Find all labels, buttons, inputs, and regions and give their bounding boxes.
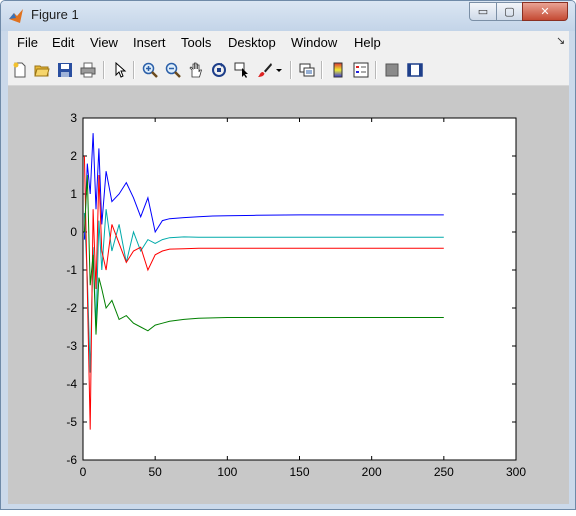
menu-dock-arrow-icon[interactable]: ↘ bbox=[556, 34, 566, 47]
toolbar-separator bbox=[103, 61, 105, 79]
minimize-button[interactable]: ▭ bbox=[469, 2, 497, 21]
maximize-button[interactable]: ▢ bbox=[496, 2, 523, 21]
menu-desktop[interactable]: Desktop bbox=[228, 35, 276, 50]
y-tick-label: -1 bbox=[66, 263, 77, 277]
y-tick-label: 2 bbox=[70, 149, 77, 163]
maximize-icon: ▢ bbox=[504, 5, 515, 18]
matlab-logo-icon bbox=[9, 9, 23, 23]
menu-insert[interactable]: Insert bbox=[133, 35, 166, 50]
toolbar-separator bbox=[133, 61, 135, 79]
y-tick-label: 1 bbox=[70, 187, 77, 201]
y-tick-label: -6 bbox=[66, 453, 77, 467]
new-figure-icon[interactable] bbox=[11, 61, 29, 79]
pan-hand-icon[interactable] bbox=[187, 61, 205, 79]
x-tick-label: 50 bbox=[148, 465, 162, 479]
colorbar-icon[interactable] bbox=[329, 61, 347, 79]
y-tick-label: -5 bbox=[66, 415, 77, 429]
figure-toolbar bbox=[8, 55, 569, 86]
title-bar[interactable]: Figure 1 ▭ ▢ ✕ bbox=[1, 1, 575, 31]
toolbar-separator bbox=[321, 61, 323, 79]
menu-tools[interactable]: Tools bbox=[181, 35, 212, 50]
save-icon[interactable] bbox=[56, 61, 74, 79]
zoom-in-icon[interactable] bbox=[141, 61, 159, 79]
show-plot-tools-icon[interactable] bbox=[406, 61, 424, 79]
x-tick-label: 100 bbox=[217, 465, 237, 479]
zoom-out-icon[interactable] bbox=[164, 61, 182, 79]
y-tick-label: 0 bbox=[70, 225, 77, 239]
window-title: Figure 1 bbox=[31, 7, 79, 22]
menu-file[interactable]: File bbox=[17, 35, 38, 50]
menu-view[interactable]: View bbox=[90, 35, 118, 50]
x-tick-label: 150 bbox=[289, 465, 309, 479]
x-tick-label: 200 bbox=[362, 465, 382, 479]
menu-window[interactable]: Window bbox=[291, 35, 338, 50]
menu-help[interactable]: Help bbox=[354, 35, 381, 50]
toolbar-separator bbox=[290, 61, 292, 79]
y-tick-label: -3 bbox=[66, 339, 77, 353]
y-tick-label: 3 bbox=[70, 111, 77, 125]
series-line-4[interactable] bbox=[83, 174, 444, 335]
y-tick-label: -2 bbox=[66, 301, 77, 315]
link-plot-icon[interactable] bbox=[298, 61, 316, 79]
legend-icon[interactable] bbox=[352, 61, 370, 79]
brush-icon[interactable] bbox=[256, 61, 274, 79]
series-line-3[interactable] bbox=[83, 155, 444, 430]
data-cursor-icon[interactable] bbox=[233, 61, 251, 79]
series-line-1[interactable] bbox=[83, 133, 444, 240]
line-plot[interactable]: 0 50 100 150 200 250 300 3 2 1 0 -1 -2 -3 -4 -5 -6 bbox=[8, 86, 569, 504]
close-icon: ✕ bbox=[540, 5, 550, 18]
menu-edit[interactable]: Edit bbox=[52, 35, 75, 50]
close-button[interactable]: ✕ bbox=[522, 2, 568, 21]
print-icon[interactable] bbox=[79, 61, 97, 79]
rotate-3d-icon[interactable] bbox=[210, 61, 228, 79]
x-tick-label: 250 bbox=[434, 465, 454, 479]
hide-plot-tools-icon[interactable] bbox=[383, 61, 401, 79]
figure-canvas: 0 50 100 150 200 250 300 3 2 1 0 -1 -2 -3 -4 -5 -6 bbox=[8, 86, 569, 504]
brush-dropdown-icon[interactable] bbox=[274, 61, 284, 79]
plot-axes[interactable] bbox=[82, 117, 517, 461]
x-tick-label: 0 bbox=[80, 465, 87, 479]
toolbar-separator bbox=[375, 61, 377, 79]
menu-bar: File Edit View Insert Tools Desktop Wind… bbox=[8, 31, 569, 55]
edit-plot-arrow-icon[interactable] bbox=[111, 61, 129, 79]
minimize-icon: ▭ bbox=[477, 5, 489, 18]
open-file-icon[interactable] bbox=[33, 61, 51, 79]
y-tick-label: -4 bbox=[66, 377, 77, 391]
x-tick-label: 300 bbox=[506, 465, 526, 479]
